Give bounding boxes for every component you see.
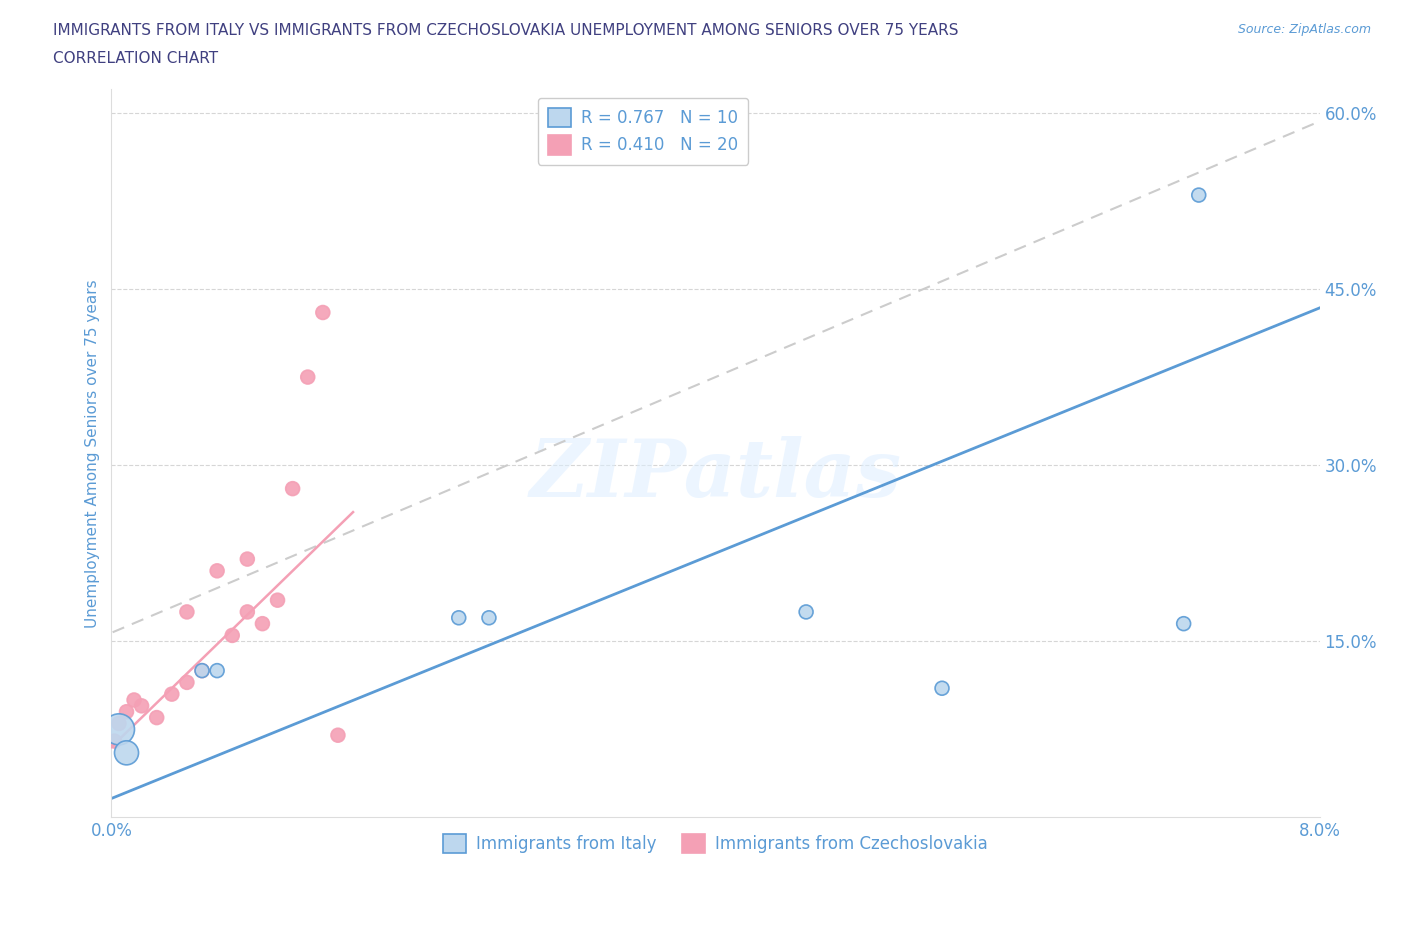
Point — [176, 675, 198, 690]
Point — [252, 617, 274, 631]
Point — [236, 551, 259, 566]
Point — [312, 305, 335, 320]
Point — [794, 604, 817, 619]
Point — [103, 734, 125, 749]
Point — [115, 704, 138, 719]
Text: Source: ZipAtlas.com: Source: ZipAtlas.com — [1237, 23, 1371, 36]
Point — [221, 628, 243, 643]
Point — [931, 681, 953, 696]
Point — [205, 564, 228, 578]
Point — [447, 610, 470, 625]
Text: CORRELATION CHART: CORRELATION CHART — [53, 51, 218, 66]
Point — [326, 728, 349, 743]
Point — [1173, 617, 1195, 631]
Point — [108, 722, 131, 737]
Point — [176, 604, 198, 619]
Point — [122, 693, 145, 708]
Point — [205, 663, 228, 678]
Point — [115, 745, 138, 760]
Point — [191, 663, 214, 678]
Point — [131, 698, 153, 713]
Point — [281, 481, 304, 496]
Legend: Immigrants from Italy, Immigrants from Czechoslovakia: Immigrants from Italy, Immigrants from C… — [436, 828, 994, 860]
Point — [1188, 188, 1211, 203]
Point — [478, 610, 501, 625]
Point — [108, 716, 131, 731]
Point — [236, 604, 259, 619]
Point — [145, 711, 167, 725]
Y-axis label: Unemployment Among Seniors over 75 years: Unemployment Among Seniors over 75 years — [86, 279, 100, 628]
Point — [297, 369, 319, 384]
Text: ZIPatlas: ZIPatlas — [530, 436, 901, 514]
Point — [266, 592, 288, 607]
Text: IMMIGRANTS FROM ITALY VS IMMIGRANTS FROM CZECHOSLOVAKIA UNEMPLOYMENT AMONG SENIO: IMMIGRANTS FROM ITALY VS IMMIGRANTS FROM… — [53, 23, 959, 38]
Point — [191, 663, 214, 678]
Point — [160, 686, 183, 701]
